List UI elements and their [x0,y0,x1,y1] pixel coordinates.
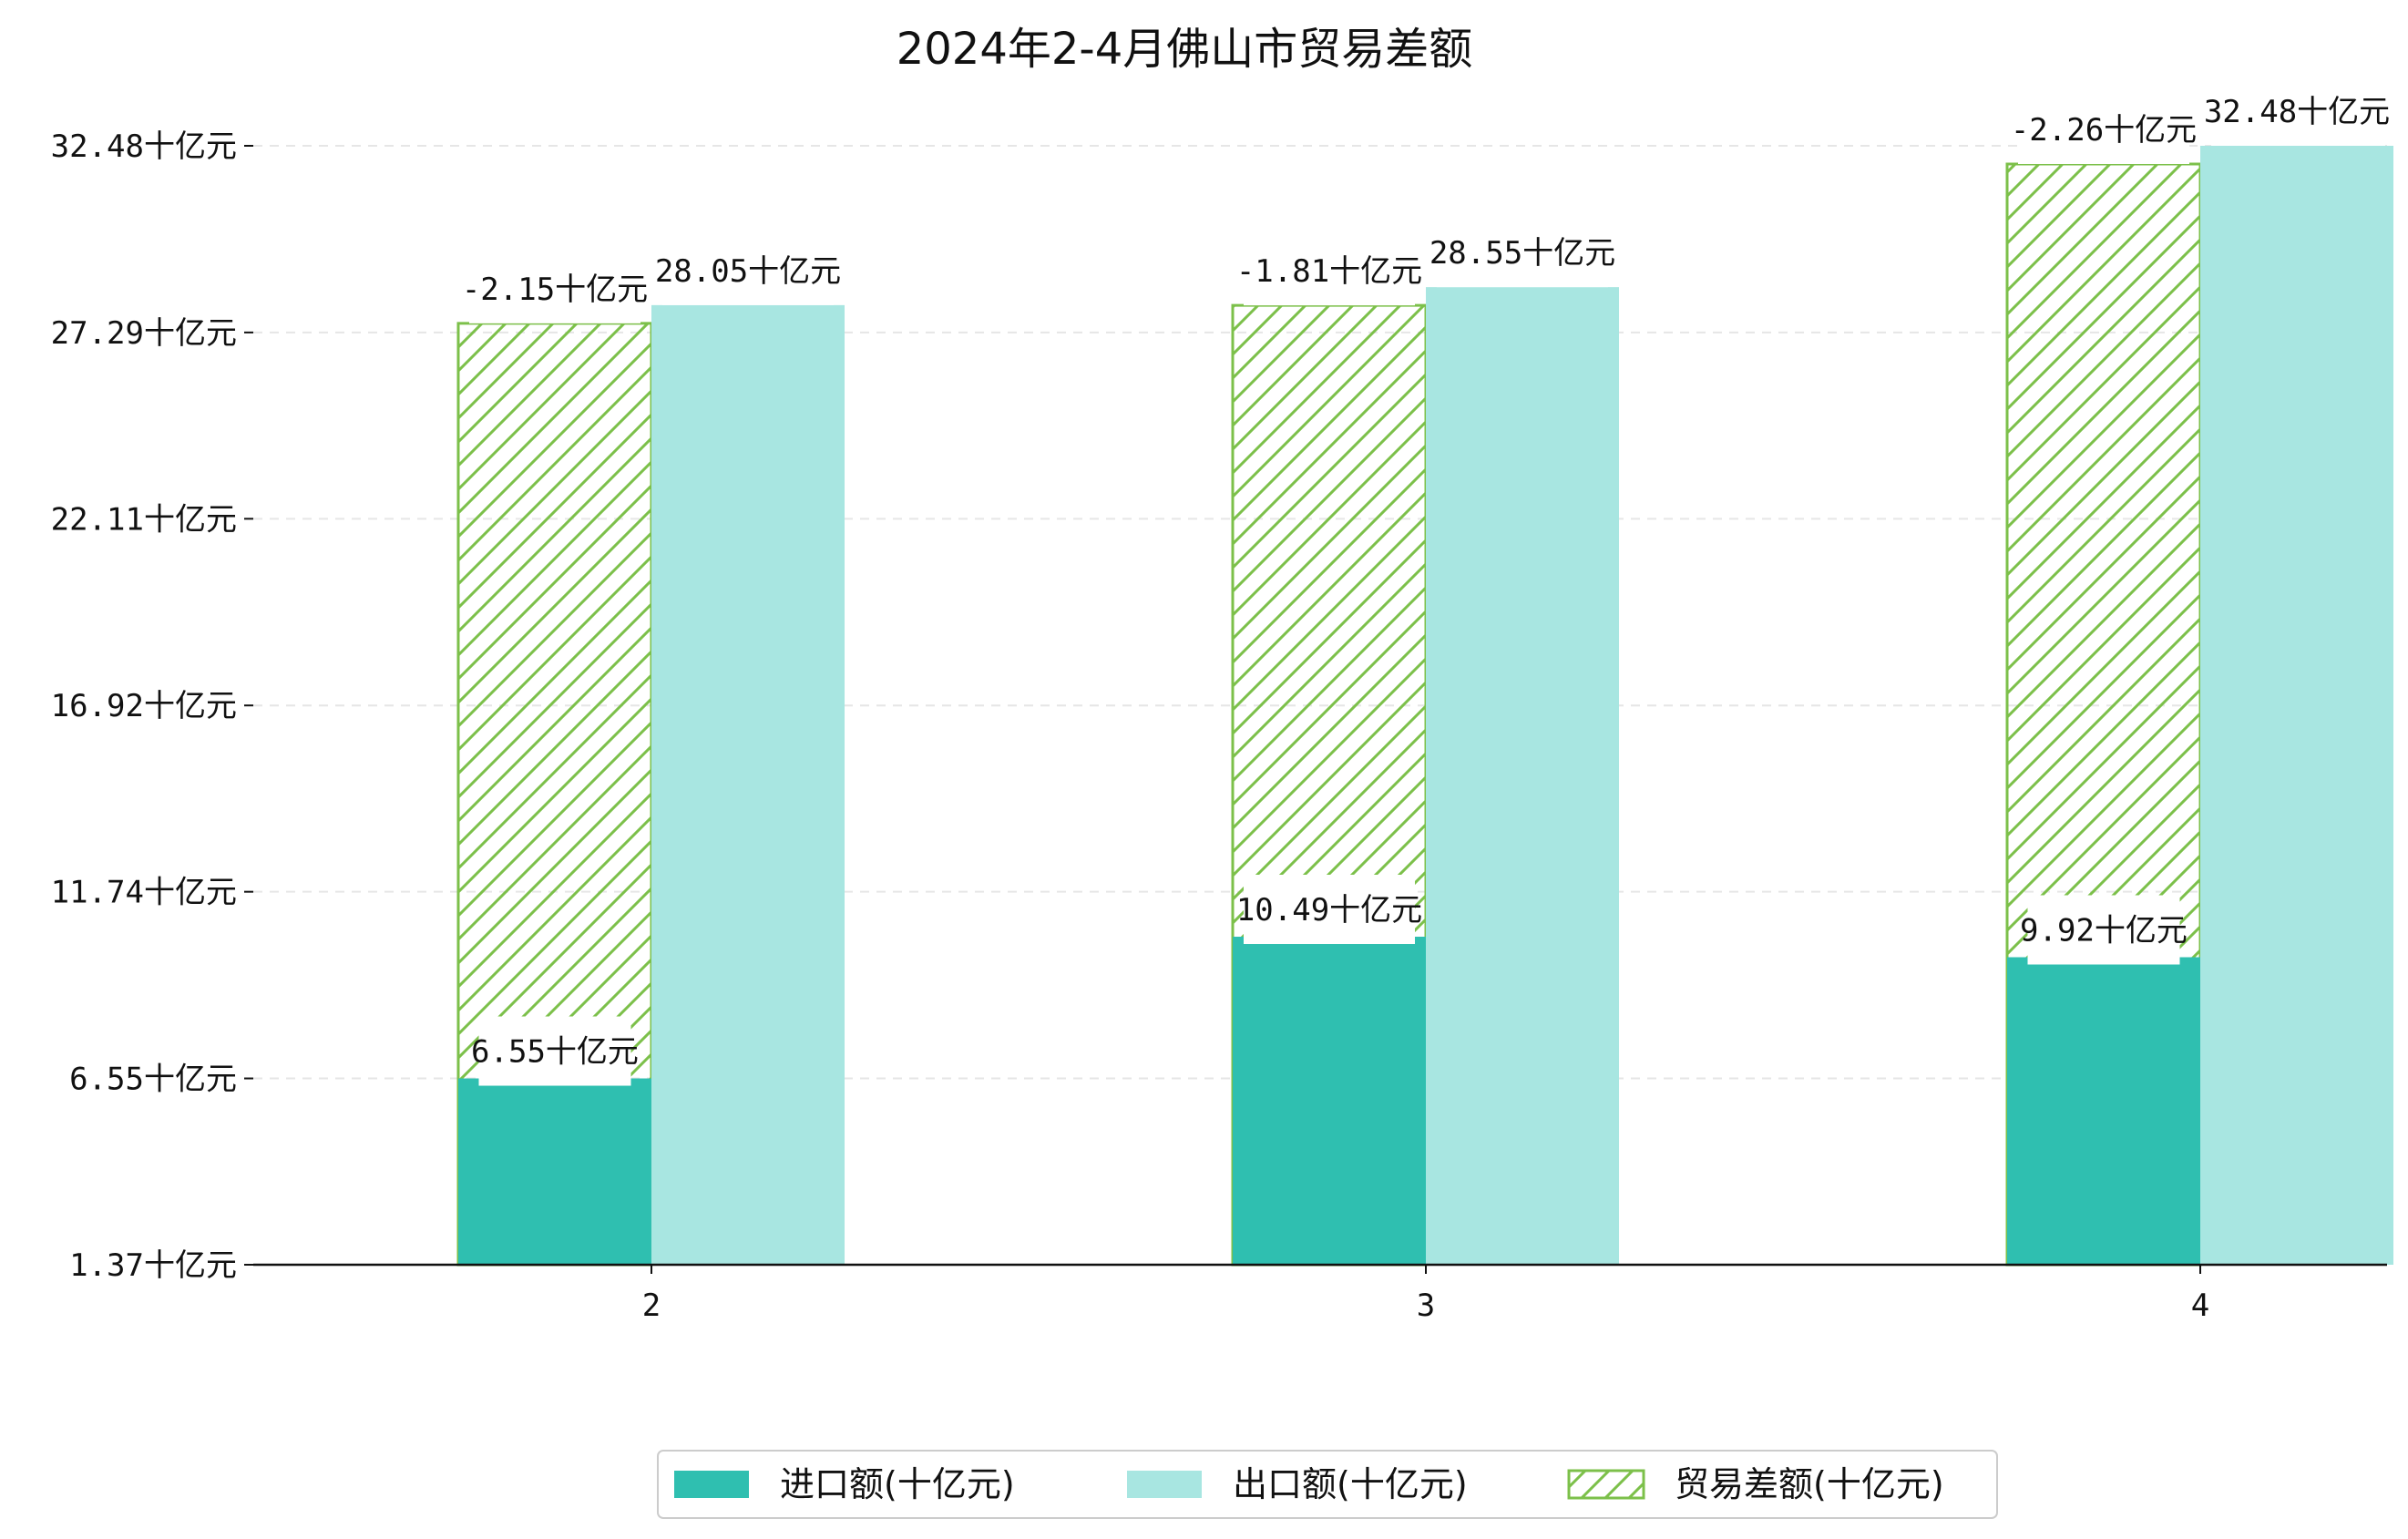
balance-value-label: -2.26十亿元 [2011,112,2197,149]
legend-swatch [1567,1469,1645,1500]
chart-title: 2024年2-4月佛山市贸易差额 [897,24,1473,75]
bar-import [1233,937,1426,1265]
legend-box [657,1450,1998,1519]
export-value-label: 32.48十亿元 [2204,94,2390,130]
bar-export [2200,146,2393,1265]
bar-import [2007,957,2200,1265]
y-tick-label: 22.11十亿元 [51,501,237,538]
import-value-label: 6.55十亿元 [471,1034,639,1071]
legend-label: 出口额(十亿元) [1233,1464,1468,1504]
bars [456,146,2393,1267]
legend-swatch [674,1471,749,1498]
import-value-label-bg [478,1016,631,1086]
axes: 1.37十亿元 6.55十亿元 11.74十亿元 16.92十亿元 22.11十亿元 27… [51,128,2387,1324]
y-tick-label: 27.29十亿元 [51,315,237,352]
legend-label: 进口额(十亿元) [780,1464,1015,1504]
import-value-label-bg [1244,875,1415,945]
balance-value-label: -1.81十亿元 [1236,253,1422,290]
bar-export [651,304,845,1265]
legend: 进口额(十亿元) 出口额(十亿元) 贸易差额(十亿元) [657,1450,1998,1519]
balance-value-label-bg [1244,236,1415,306]
y-tick-label: 6.55十亿元 [69,1062,237,1098]
y-tick-label: 32.48十亿元 [51,128,237,165]
export-value-label: 28.05十亿元 [655,253,841,290]
x-tick-label: 2 [642,1288,661,1324]
balance-value-label: -2.15十亿元 [462,272,648,308]
export-value-label-bg [662,235,834,305]
export-value-label-bg [1437,218,1608,288]
x-tick-label: 3 [1417,1288,1435,1324]
legend-swatch [1127,1471,1202,1498]
bar-export [1426,287,1619,1265]
import-value-label: 10.49十亿元 [1236,892,1422,929]
y-tick-label: 16.92十亿元 [51,688,237,724]
bar-import [458,1078,651,1265]
y-tick-label: 11.74十亿元 [51,875,237,911]
import-value-label: 9.92十亿元 [2020,913,2188,949]
export-value-label: 28.55十亿元 [1429,235,1615,272]
import-value-label-bg [2027,895,2180,965]
x-tick-label: 4 [2191,1288,2209,1324]
legend-label: 贸易差额(十亿元) [1675,1464,1944,1504]
export-value-label-bg [2211,77,2382,146]
balance-value-label-bg [2018,95,2189,164]
data-labels: 6.55十亿元28.05十亿元-2.15十亿元10.49十亿元28.55十亿元-… [462,77,2390,1086]
balance-value-label-bg [469,253,640,323]
y-tick-label: 1.37十亿元 [69,1247,237,1284]
